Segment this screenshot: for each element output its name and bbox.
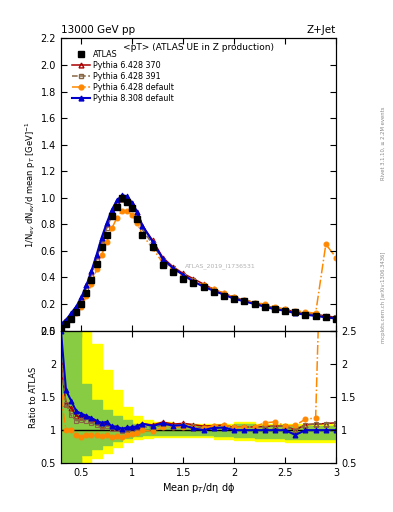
Y-axis label: 1/N$_{ev}$ dN$_{ev}$/d mean p$_T$ [GeV]$^{-1}$: 1/N$_{ev}$ dN$_{ev}$/d mean p$_T$ [GeV]$…	[23, 121, 38, 248]
Text: Z+Jet: Z+Jet	[307, 25, 336, 35]
Text: <pT> (ATLAS UE in Z production): <pT> (ATLAS UE in Z production)	[123, 43, 274, 52]
Text: mcplots.cern.ch [arXiv:1306.3436]: mcplots.cern.ch [arXiv:1306.3436]	[381, 251, 386, 343]
Y-axis label: Ratio to ATLAS: Ratio to ATLAS	[29, 366, 38, 428]
Text: ATLAS_2019_I1736531: ATLAS_2019_I1736531	[185, 264, 256, 269]
Legend: ATLAS, Pythia 6.428 370, Pythia 6.428 391, Pythia 6.428 default, Pythia 8.308 de: ATLAS, Pythia 6.428 370, Pythia 6.428 39…	[70, 48, 176, 104]
Text: 13000 GeV pp: 13000 GeV pp	[61, 25, 135, 35]
X-axis label: Mean p$_T$/dη dϕ: Mean p$_T$/dη dϕ	[162, 481, 235, 495]
Text: Rivet 3.1.10, ≥ 2.2M events: Rivet 3.1.10, ≥ 2.2M events	[381, 106, 386, 180]
